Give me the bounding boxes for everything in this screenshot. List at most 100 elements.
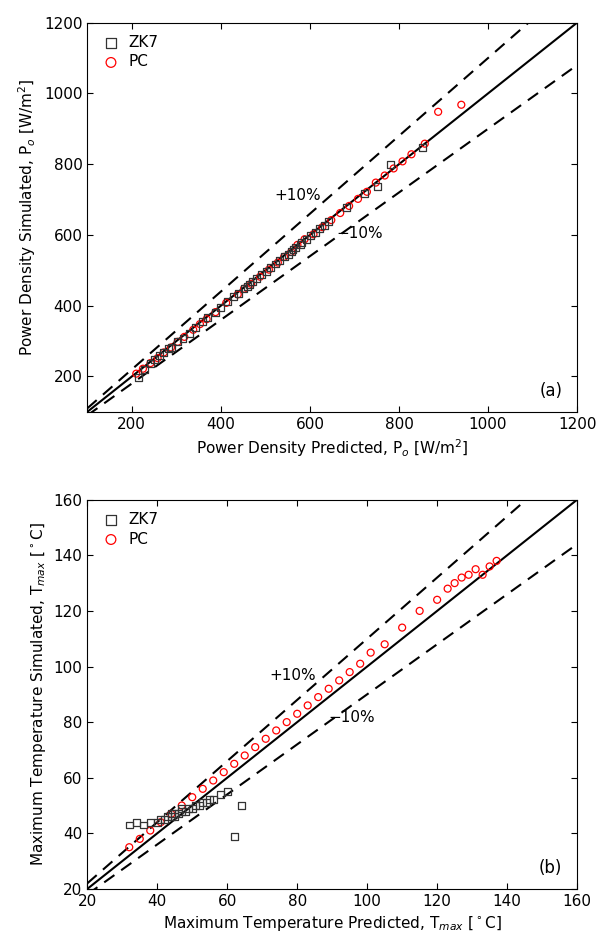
ZK7 — [223, 294, 232, 309]
PC — [303, 698, 313, 713]
ZK7 — [234, 286, 243, 301]
PC — [221, 295, 231, 311]
ZK7 — [166, 809, 176, 825]
ZK7 — [159, 812, 169, 827]
PC — [443, 581, 452, 597]
ZK7 — [154, 349, 164, 364]
PC — [138, 361, 148, 376]
PC — [208, 773, 218, 788]
PC — [177, 798, 186, 813]
ZK7 — [324, 214, 333, 229]
PC — [239, 281, 249, 296]
ZK7 — [295, 238, 305, 253]
ZK7 — [237, 798, 246, 813]
ZK7 — [341, 200, 351, 215]
ZK7 — [170, 807, 180, 822]
ZK7 — [203, 310, 213, 325]
PC — [195, 316, 205, 332]
PC — [345, 199, 354, 214]
ZK7 — [291, 239, 300, 255]
PC — [463, 567, 473, 582]
ZK7 — [173, 807, 183, 822]
PC — [166, 807, 176, 822]
ZK7 — [216, 300, 226, 315]
ZK7 — [243, 278, 253, 294]
ZK7 — [261, 263, 271, 278]
PC — [255, 269, 265, 284]
ZK7 — [386, 158, 396, 173]
PC — [292, 706, 302, 721]
ZK7 — [297, 235, 307, 250]
PC — [261, 732, 270, 747]
PC — [246, 276, 256, 292]
ZK7 — [166, 807, 176, 822]
Legend: ZK7, PC: ZK7, PC — [95, 30, 163, 74]
Y-axis label: Maximum Temperature Simulated, T$_{max}$ [$^\circ$C]: Maximum Temperature Simulated, T$_{max}$… — [29, 522, 48, 866]
PC — [145, 823, 155, 838]
PC — [318, 219, 327, 235]
ZK7 — [319, 218, 329, 233]
ZK7 — [208, 792, 218, 808]
PC — [450, 576, 460, 591]
ZK7 — [270, 256, 280, 272]
ZK7 — [288, 242, 298, 257]
ZK7 — [139, 817, 148, 832]
ZK7 — [248, 274, 258, 289]
PC — [240, 748, 249, 763]
ZK7 — [194, 798, 204, 813]
PC — [345, 664, 354, 679]
ZK7 — [150, 352, 160, 367]
ZK7 — [190, 320, 200, 335]
ZK7 — [201, 795, 211, 810]
PC — [219, 765, 229, 780]
Text: +10%: +10% — [274, 187, 321, 202]
ZK7 — [417, 140, 427, 155]
PC — [211, 305, 221, 320]
PC — [131, 366, 141, 381]
PC — [286, 244, 296, 259]
ZK7 — [184, 801, 194, 816]
Text: −10%: −10% — [329, 710, 375, 725]
PC — [146, 355, 156, 370]
ZK7 — [373, 179, 383, 194]
PC — [279, 249, 289, 264]
ZK7 — [177, 804, 186, 819]
PC — [188, 789, 197, 805]
ZK7 — [146, 355, 156, 370]
PC — [264, 262, 274, 277]
PC — [233, 287, 243, 302]
ZK7 — [310, 224, 320, 239]
Y-axis label: Power Density Simulated, P$_o$ [W/m$^2$]: Power Density Simulated, P$_o$ [W/m$^2$] — [17, 79, 39, 356]
PC — [156, 814, 166, 829]
Legend: ZK7, PC: ZK7, PC — [95, 507, 163, 551]
ZK7 — [156, 812, 166, 827]
ZK7 — [257, 267, 267, 282]
PC — [471, 561, 481, 577]
ZK7 — [239, 281, 249, 296]
PC — [180, 330, 189, 345]
PC — [492, 553, 501, 568]
PC — [292, 238, 302, 253]
ZK7 — [172, 334, 182, 350]
ZK7 — [245, 276, 255, 292]
PC — [389, 161, 398, 176]
ZK7 — [180, 804, 190, 819]
PC — [300, 232, 310, 247]
ZK7 — [275, 253, 284, 268]
PC — [334, 673, 344, 688]
PC — [356, 656, 365, 672]
ZK7 — [205, 792, 215, 808]
PC — [202, 312, 211, 327]
PC — [173, 334, 183, 350]
ZK7 — [198, 795, 208, 810]
ZK7 — [170, 809, 180, 825]
ZK7 — [302, 232, 311, 247]
PC — [485, 559, 495, 574]
X-axis label: Power Density Predicted, P$_o$ [W/m$^2$]: Power Density Predicted, P$_o$ [W/m$^2$] — [196, 437, 468, 459]
ZK7 — [134, 370, 143, 385]
PC — [380, 636, 390, 652]
ZK7 — [229, 290, 238, 305]
ZK7 — [191, 798, 200, 813]
ZK7 — [178, 331, 188, 346]
ZK7 — [211, 305, 221, 320]
